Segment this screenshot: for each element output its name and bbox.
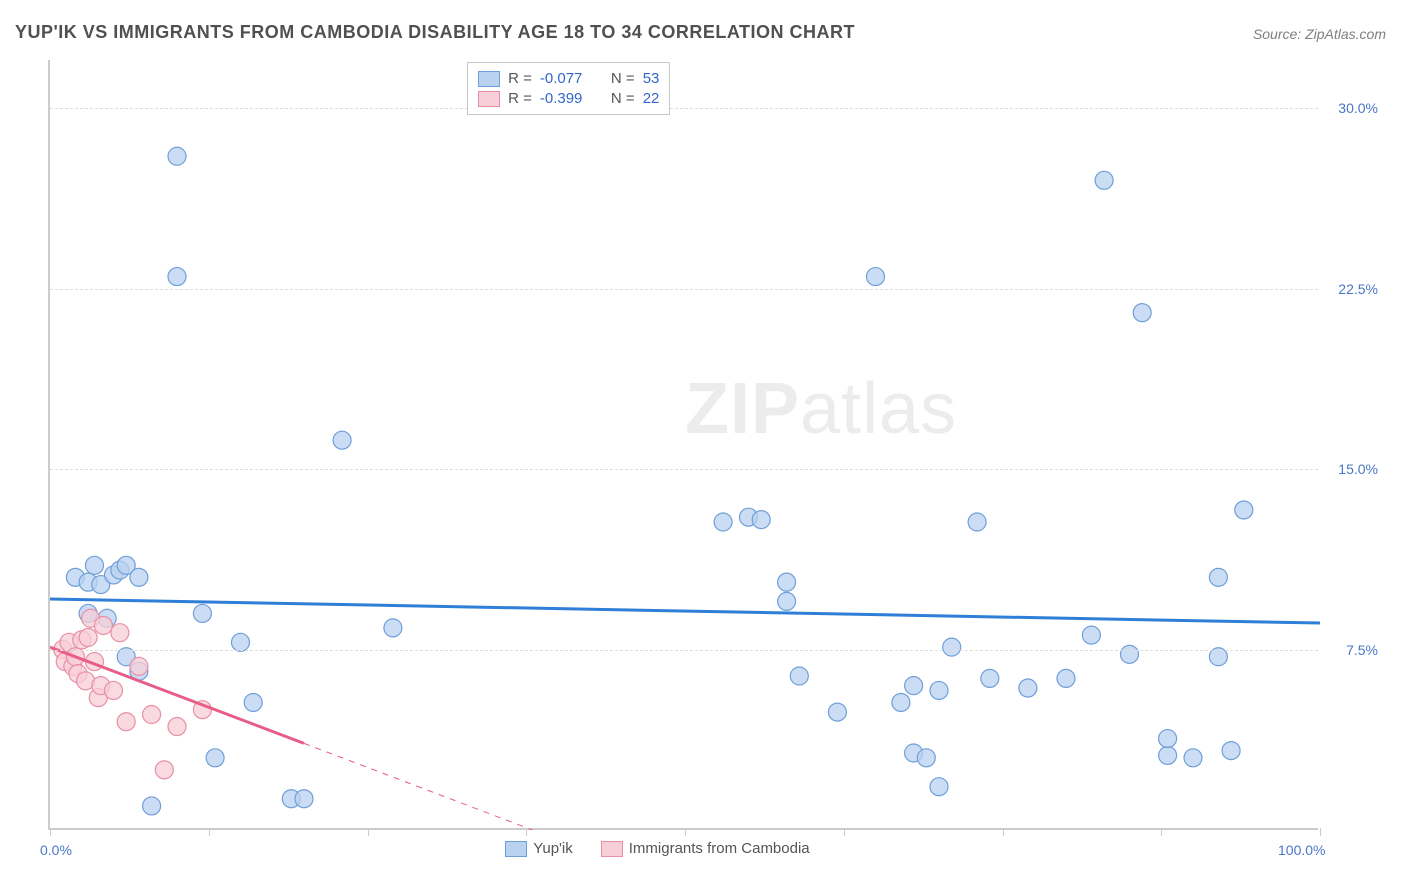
data-point [333,431,351,449]
gridline [50,469,1318,470]
series-legend-label: Immigrants from Cambodia [629,840,810,857]
source-attribution: Source: ZipAtlas.com [1253,26,1386,42]
x-tick [1320,828,1321,836]
data-point [384,619,402,637]
series-legend: Yup'ik Immigrants from Cambodia [505,840,809,857]
x-tick [209,828,210,836]
series-legend-label: Yup'ik [533,840,573,857]
legend-n-value: 22 [643,90,660,107]
data-point [867,268,885,286]
data-point [917,749,935,767]
data-point [168,718,186,736]
data-point [930,681,948,699]
data-point [943,638,961,656]
data-point [1057,669,1075,687]
data-point [1209,568,1227,586]
data-point [143,706,161,724]
data-point [105,681,123,699]
legend-n-value: 53 [643,70,660,87]
data-point [79,629,97,647]
legend-r-label: R = [508,70,532,87]
data-point [94,616,112,634]
source-name: ZipAtlas.com [1305,26,1386,42]
data-point [930,778,948,796]
data-point [1235,501,1253,519]
data-point [85,556,103,574]
data-point [1019,679,1037,697]
x-tick-label-min: 0.0% [40,842,72,858]
data-point [130,568,148,586]
data-point [790,667,808,685]
data-point [244,693,262,711]
y-tick-label: 15.0% [1338,461,1378,477]
data-point [1133,304,1151,322]
legend-row: R = -0.399 N = 22 [478,90,659,107]
x-tick [1003,828,1004,836]
data-point [828,703,846,721]
legend-swatch [478,91,500,107]
data-point [778,573,796,591]
x-tick [1161,828,1162,836]
data-point [1095,171,1113,189]
data-point [968,513,986,531]
trend-line [50,599,1320,623]
y-tick-label: 30.0% [1338,100,1378,116]
legend-n-label: N = [611,90,635,107]
legend-r-label: R = [508,90,532,107]
gridline [50,108,1318,109]
chart-container: YUP'IK VS IMMIGRANTS FROM CAMBODIA DISAB… [0,0,1406,892]
data-point [130,657,148,675]
plot-svg [50,60,1320,830]
x-tick [526,828,527,836]
data-point [1184,749,1202,767]
gridline [50,650,1318,651]
chart-title: YUP'IK VS IMMIGRANTS FROM CAMBODIA DISAB… [15,22,855,43]
source-prefix: Source: [1253,26,1305,42]
correlation-legend: R = -0.077 N = 53R = -0.399 N = 22 [467,62,670,115]
data-point [155,761,173,779]
data-point [111,624,129,642]
data-point [714,513,732,531]
x-tick [50,828,51,836]
data-point [981,669,999,687]
data-point [1222,742,1240,760]
y-tick-label: 7.5% [1346,642,1378,658]
data-point [1159,746,1177,764]
x-tick-label-max: 100.0% [1278,842,1325,858]
legend-n-label: N = [611,70,635,87]
x-tick [844,828,845,836]
legend-r-value: -0.077 [540,70,583,87]
legend-swatch [601,841,623,857]
data-point [117,713,135,731]
data-point [778,592,796,610]
data-point [168,268,186,286]
data-point [1121,645,1139,663]
series-legend-item: Yup'ik [505,840,573,857]
trend-line [304,743,533,830]
data-point [1159,730,1177,748]
data-point [892,693,910,711]
legend-r-value: -0.399 [540,90,583,107]
data-point [905,677,923,695]
x-tick [368,828,369,836]
plot-area: ZIPatlas 7.5%15.0%22.5%30.0% [48,60,1318,830]
data-point [206,749,224,767]
data-point [143,797,161,815]
y-tick-label: 22.5% [1338,281,1378,297]
legend-swatch [505,841,527,857]
legend-swatch [478,71,500,87]
data-point [295,790,313,808]
data-point [1082,626,1100,644]
legend-row: R = -0.077 N = 53 [478,70,659,87]
data-point [168,147,186,165]
gridline [50,289,1318,290]
x-tick [685,828,686,836]
data-point [193,604,211,622]
series-legend-item: Immigrants from Cambodia [601,840,810,857]
data-point [752,511,770,529]
